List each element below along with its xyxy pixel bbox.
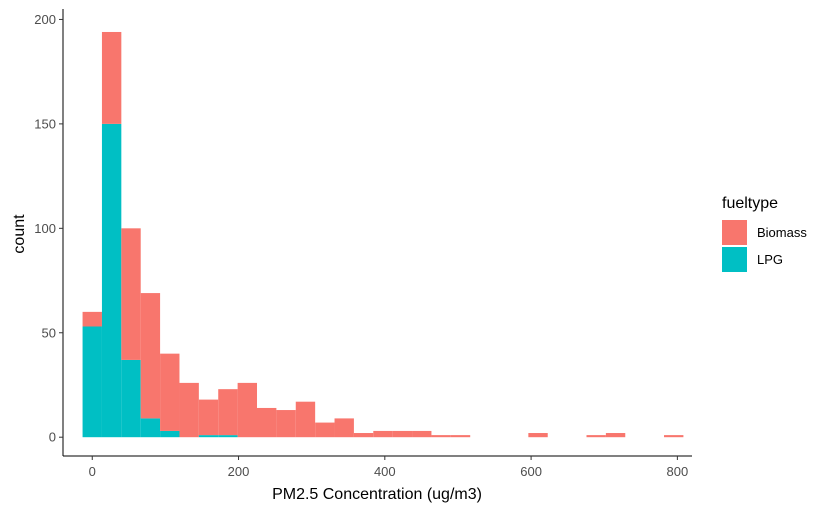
bar-biomass-4 bbox=[160, 353, 180, 431]
x-tick-label: 400 bbox=[374, 464, 396, 479]
y-ticks: 0 50 100 150 200 bbox=[34, 12, 63, 445]
bar-biomass-18 bbox=[431, 435, 451, 438]
x-tick-label: 200 bbox=[228, 464, 250, 479]
bar-lpg-0 bbox=[82, 326, 102, 438]
bar-lpg-1 bbox=[101, 123, 122, 438]
bar-biomass-12 bbox=[315, 422, 335, 438]
bar-biomass-3 bbox=[140, 293, 161, 419]
bar-lpg-4 bbox=[160, 430, 180, 438]
legend-swatch-lpg bbox=[722, 247, 747, 272]
x-tick-label: 800 bbox=[667, 464, 689, 479]
bar-lpg-7 bbox=[218, 435, 238, 438]
y-tick-label: 50 bbox=[42, 325, 56, 340]
bar-biomass-0 bbox=[82, 311, 102, 327]
y-tick-label: 0 bbox=[49, 430, 56, 445]
bar-biomass-17 bbox=[412, 430, 432, 438]
legend-items: Biomass LPG bbox=[722, 220, 807, 272]
bars bbox=[82, 31, 684, 438]
bar-biomass-30 bbox=[664, 435, 684, 438]
bar-biomass-7 bbox=[218, 389, 238, 436]
bar-biomass-27 bbox=[605, 433, 626, 438]
bar-biomass-15 bbox=[373, 430, 393, 438]
bar-biomass-11 bbox=[295, 401, 316, 438]
bar-biomass-1 bbox=[101, 31, 122, 124]
bar-biomass-6 bbox=[198, 399, 219, 436]
bar-biomass-9 bbox=[257, 407, 277, 438]
bar-biomass-13 bbox=[334, 418, 354, 438]
bar-biomass-8 bbox=[237, 382, 258, 438]
y-tick-label: 150 bbox=[34, 116, 56, 131]
axes bbox=[62, 9, 692, 457]
x-axis-title: PM2.5 Concentration (ug/m3) bbox=[272, 486, 482, 503]
bar-lpg-2 bbox=[121, 359, 141, 438]
legend-swatch-biomass bbox=[722, 220, 747, 245]
bar-biomass-14 bbox=[353, 433, 374, 438]
y-axis-title: count bbox=[11, 214, 28, 254]
bar-biomass-2 bbox=[121, 228, 141, 360]
legend-label-biomass: Biomass bbox=[757, 225, 807, 240]
y-tick-label: 100 bbox=[34, 221, 56, 236]
legend-title: fueltype bbox=[722, 195, 778, 212]
bar-biomass-26 bbox=[586, 435, 606, 438]
bar-biomass-23 bbox=[528, 433, 548, 438]
legend: fueltype Biomass LPG bbox=[722, 195, 807, 272]
bar-biomass-10 bbox=[276, 410, 296, 438]
x-tick-label: 600 bbox=[520, 464, 542, 479]
legend-label-lpg: LPG bbox=[757, 252, 783, 267]
bar-lpg-3 bbox=[140, 418, 161, 438]
x-tick-label: 0 bbox=[89, 464, 96, 479]
bar-biomass-5 bbox=[179, 382, 199, 438]
bar-lpg-6 bbox=[198, 435, 219, 438]
y-tick-label: 200 bbox=[34, 12, 56, 27]
x-ticks: 0 200 400 600 800 bbox=[89, 456, 689, 479]
bar-biomass-16 bbox=[392, 430, 413, 438]
bar-biomass-19 bbox=[450, 435, 471, 438]
